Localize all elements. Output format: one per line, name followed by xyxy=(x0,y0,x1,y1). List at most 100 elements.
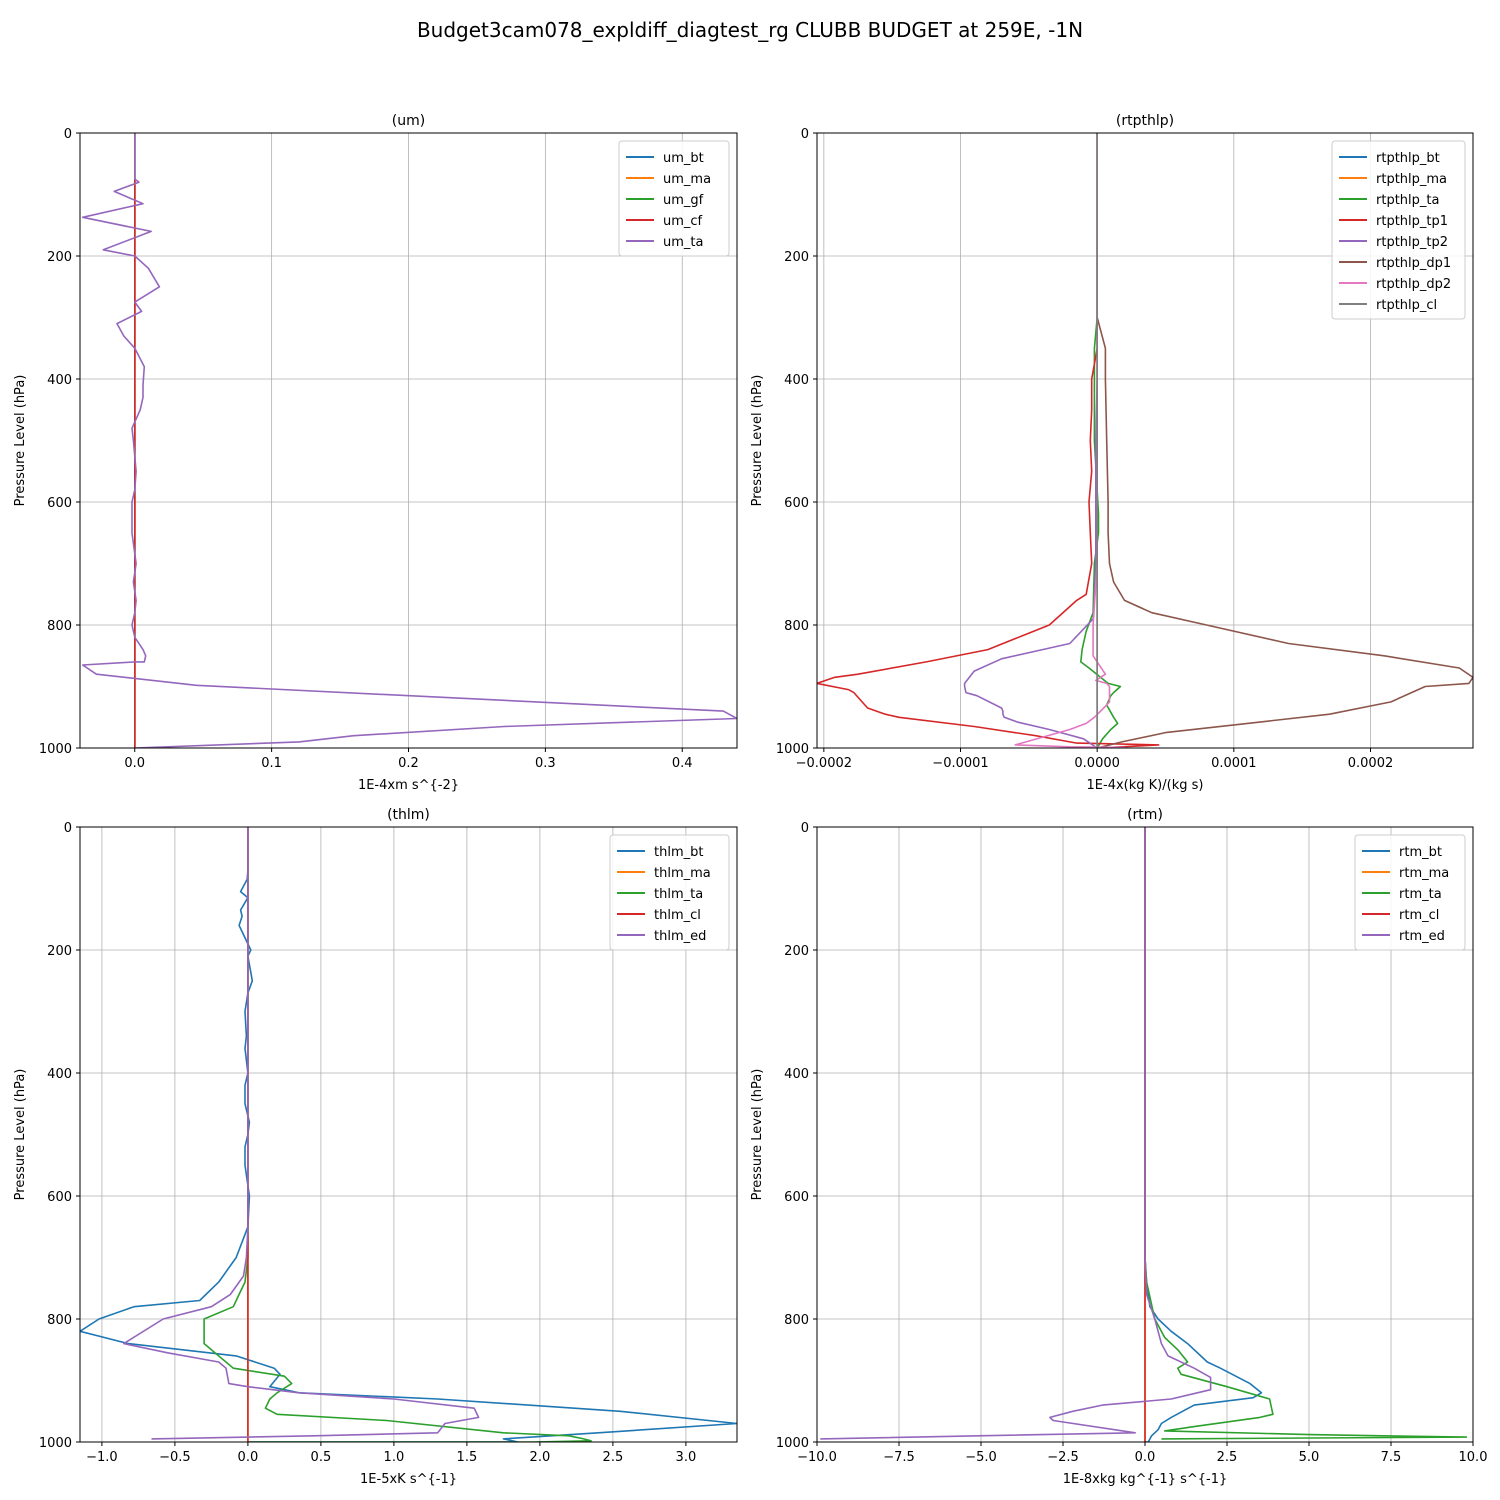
legend-box xyxy=(1331,140,1466,320)
y-tick-label: 0 xyxy=(64,127,72,142)
y-tick-label: 200 xyxy=(47,250,72,265)
y-axis-label: Pressure Level (hPa) xyxy=(750,375,765,507)
x-tick-label: −0.0002 xyxy=(796,756,852,771)
y-axis-label: Pressure Level (hPa) xyxy=(750,1069,765,1201)
y-tick-label: 200 xyxy=(784,944,809,959)
legend-label-rtpthlp_tp2: rtpthlp_tp2 xyxy=(1376,235,1448,250)
panel-rtm: −10.0 −7.5 −5.0 −2.5 0.0 2.5 5.0 7.5 10.0 0 200 400… xyxy=(750,807,1487,1487)
legend-label-um_gf: um_gf xyxy=(663,193,704,208)
y-tick-label: 600 xyxy=(784,1190,809,1205)
series-line-rtpthlp_dp1 xyxy=(1096,133,1473,748)
legend-box xyxy=(1354,834,1466,951)
x-tick-label: 0.4 xyxy=(672,756,693,771)
y-tick-label: 1000 xyxy=(39,1436,72,1451)
x-axis-label: 1E-8xkg kg^{-1} s^{-1} xyxy=(1063,1472,1228,1487)
x-tick-label: 0.1 xyxy=(261,756,282,771)
legend-label-thlm_bt: thlm_bt xyxy=(654,845,703,860)
legend-label-rtpthlp_cl: rtpthlp_cl xyxy=(1376,298,1437,313)
legend-label-um_ma: um_ma xyxy=(663,172,711,187)
legend: um_bt um_ma um_gf um_cf um_ta xyxy=(618,140,730,257)
y-tick-label: 400 xyxy=(47,1067,72,1082)
series-line-um_ta xyxy=(81,133,737,748)
x-tick-label: −7.5 xyxy=(883,1450,915,1465)
x-tick-label: 7.5 xyxy=(1381,1450,1402,1465)
panel-title: (um) xyxy=(392,113,425,129)
y-tick-label: 1000 xyxy=(776,1436,809,1451)
legend-label-rtm_ma: rtm_ma xyxy=(1399,866,1449,881)
legend-label-rtm_cl: rtm_cl xyxy=(1399,908,1439,923)
series-line-rtm_ed xyxy=(820,827,1212,1440)
series-line-rtpthlp_tp2 xyxy=(963,133,1098,748)
y-tick-label: 800 xyxy=(784,619,809,634)
series-line-thlm_ed xyxy=(123,827,480,1440)
x-tick-label: 5.0 xyxy=(1299,1450,1320,1465)
legend-label-um_bt: um_bt xyxy=(663,151,704,166)
panel-rtpthlp: −0.0002 −0.0001 0.0000 0.0001 0.0002 0 200 400 6… xyxy=(750,113,1474,793)
x-tick-label: 0.0001 xyxy=(1211,756,1257,771)
x-tick-label: 0.0 xyxy=(238,1450,259,1465)
panel-title: (thlm) xyxy=(387,807,430,823)
legend-label-thlm_ta: thlm_ta xyxy=(654,887,703,902)
series-group xyxy=(817,133,1473,748)
x-tick-label: −0.5 xyxy=(159,1450,191,1465)
legend: thlm_bt thlm_ma thlm_ta thlm_cl thlm_ed xyxy=(609,834,730,951)
panel-title: (rtpthlp) xyxy=(1116,113,1174,129)
series-line-rtpthlp_ta xyxy=(1080,133,1122,748)
legend-label-um_cf: um_cf xyxy=(663,214,703,229)
legend-label-um_ta: um_ta xyxy=(663,235,703,250)
x-tick-label: 3.0 xyxy=(676,1450,697,1465)
y-tick-label: 800 xyxy=(47,619,72,634)
series-line-rtpthlp_tp1 xyxy=(817,133,1160,748)
x-tick-label: 0.0 xyxy=(1135,1450,1156,1465)
legend-label-rtpthlp_ta: rtpthlp_ta xyxy=(1376,193,1439,208)
series-line-thlm_ta xyxy=(203,827,592,1442)
x-tick-label: 0.3 xyxy=(535,756,556,771)
legend-label-rtpthlp_ma: rtpthlp_ma xyxy=(1376,172,1447,187)
y-tick-label: 800 xyxy=(784,1313,809,1328)
legend-label-rtm_bt: rtm_bt xyxy=(1399,845,1442,860)
panel-thlm: −1.0 −0.5 0.0 0.5 1.0 1.5 2.0 2.5 3.0 0 200 400 600 8… xyxy=(13,807,738,1487)
x-tick-label: 2.0 xyxy=(530,1450,551,1465)
y-tick-label: 0 xyxy=(64,821,72,836)
legend-label-rtpthlp_dp1: rtpthlp_dp1 xyxy=(1376,256,1451,271)
x-tick-label: 1.0 xyxy=(384,1450,405,1465)
x-axis-label: 1E-5xK s^{-1} xyxy=(360,1472,457,1487)
y-tick-label: 1000 xyxy=(39,742,72,757)
x-tick-label: −10.0 xyxy=(797,1450,837,1465)
y-axis-label: Pressure Level (hPa) xyxy=(13,1069,28,1201)
panel-title: (rtm) xyxy=(1127,807,1163,823)
y-tick-label: 1000 xyxy=(776,742,809,757)
x-tick-label: 0.2 xyxy=(398,756,419,771)
series-group xyxy=(80,827,737,1442)
legend-box xyxy=(609,834,730,951)
y-tick-label: 0 xyxy=(801,821,809,836)
x-tick-label: −2.5 xyxy=(1047,1450,1079,1465)
x-tick-label: 0.5 xyxy=(311,1450,332,1465)
y-tick-label: 200 xyxy=(47,944,72,959)
panel-um: 0.0 0.1 0.2 0.3 0.4 0 200 400 600 800 1000 (um) 1E-4… xyxy=(13,113,738,793)
y-tick-label: 600 xyxy=(784,496,809,511)
series-line-rtpthlp_dp2 xyxy=(1014,133,1126,748)
x-tick-label: 2.5 xyxy=(1217,1450,1238,1465)
legend-label-rtm_ed: rtm_ed xyxy=(1399,929,1445,944)
legend-label-thlm_cl: thlm_cl xyxy=(654,908,701,923)
series-group xyxy=(820,827,1468,1442)
series-line-rtm_bt xyxy=(1144,827,1263,1442)
x-tick-label: 0.0000 xyxy=(1074,756,1120,771)
y-tick-label: 600 xyxy=(47,1190,72,1205)
axes-frame xyxy=(816,132,1474,749)
legend-label-thlm_ed: thlm_ed xyxy=(654,929,706,944)
legend-box xyxy=(618,140,730,257)
y-tick-label: 800 xyxy=(47,1313,72,1328)
x-tick-label: 10.0 xyxy=(1459,1450,1488,1465)
y-tick-label: 400 xyxy=(47,373,72,388)
y-tick-label: 0 xyxy=(801,127,809,142)
legend-label-rtm_ta: rtm_ta xyxy=(1399,887,1442,902)
x-tick-label: −0.0001 xyxy=(932,756,988,771)
x-tick-label: −5.0 xyxy=(965,1450,997,1465)
y-tick-label: 400 xyxy=(784,373,809,388)
y-tick-label: 200 xyxy=(784,250,809,265)
series-group xyxy=(81,133,737,748)
y-tick-label: 600 xyxy=(47,496,72,511)
